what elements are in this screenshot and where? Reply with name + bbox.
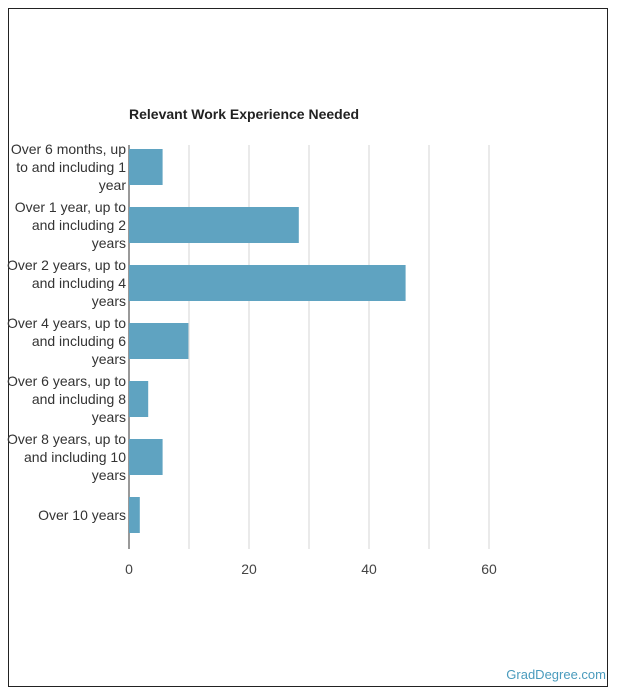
category-label: Over 4 years, up to and including 6 years — [7, 315, 126, 367]
bar — [129, 381, 149, 417]
category-label: Over 8 years, up to and including 10 years — [7, 431, 126, 483]
bar — [129, 207, 299, 243]
category-label: Over 1 year, up to and including 2 years — [15, 199, 127, 251]
bar — [129, 149, 163, 185]
bar — [129, 265, 406, 301]
watermark: GradDegree.com — [506, 667, 606, 682]
chart-frame — [8, 8, 608, 687]
bar — [129, 497, 140, 533]
x-tick-label: 40 — [361, 561, 377, 577]
category-label: Over 10 years — [38, 507, 126, 523]
category-label: Over 6 years, up to and including 8 years — [7, 373, 126, 425]
bar — [129, 323, 189, 359]
x-tick-label: 0 — [125, 561, 133, 577]
chart-title: Relevant Work Experience Needed — [129, 106, 360, 122]
x-tick-label: 60 — [481, 561, 497, 577]
category-label: Over 6 months, up to and including 1 year — [11, 141, 127, 193]
category-label: Over 2 years, up to and including 4 years — [7, 257, 126, 309]
bar — [129, 439, 163, 475]
x-tick-label: 20 — [241, 561, 257, 577]
